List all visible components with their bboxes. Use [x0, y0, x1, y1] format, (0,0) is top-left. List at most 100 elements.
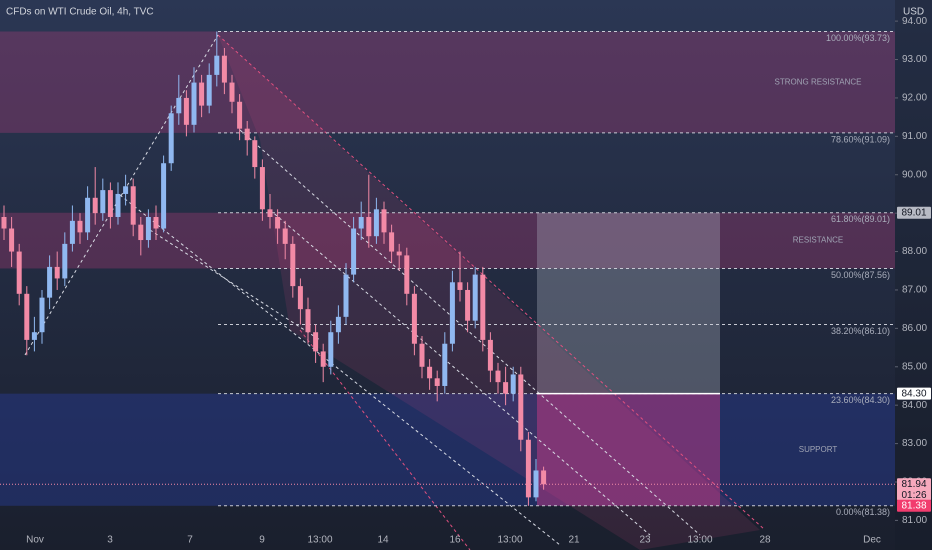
candle-body [404, 255, 410, 294]
candle-body [130, 186, 136, 225]
candle-body [389, 232, 395, 252]
candle-body [503, 382, 509, 394]
candle-body [221, 55, 227, 83]
candle-body [290, 243, 296, 287]
candle-body [343, 274, 349, 317]
candle-body [145, 216, 151, 241]
x-tick-label: 28 [759, 535, 771, 546]
price-tag [897, 387, 931, 400]
candle-body [449, 282, 455, 344]
candle-body [1, 216, 7, 229]
candle-body [434, 378, 440, 386]
candle-body [396, 251, 402, 256]
candle-body [115, 193, 121, 217]
candle-body [427, 366, 433, 379]
candle-body [373, 209, 379, 237]
price-tag-label: 81.94 [901, 479, 926, 490]
candle-body [510, 374, 516, 394]
candle-body [77, 220, 83, 233]
projection-box [537, 393, 720, 506]
candle-body [229, 82, 235, 102]
candle-body [533, 470, 539, 498]
x-tick-label: 13:00 [687, 535, 712, 546]
candle-body [16, 251, 22, 294]
candle-body [54, 266, 60, 279]
candle-body [161, 163, 167, 229]
candle-body [411, 293, 417, 344]
currency: USD [903, 7, 924, 18]
candle-body [313, 332, 319, 352]
y-tick-label: 86.00 [902, 323, 927, 334]
candle-body [47, 266, 53, 298]
candle-body [328, 332, 334, 367]
candle-body [275, 216, 281, 229]
fib-label: 23.60%(84.30) [831, 395, 890, 405]
candle-body [518, 374, 524, 440]
fib-label: 100.00%(93.73) [826, 33, 890, 43]
projection-box [537, 212, 720, 394]
x-tick-label: 9 [259, 535, 265, 546]
y-tick-label: 88.00 [902, 246, 927, 257]
trend-line [24, 34, 219, 356]
candle-body [85, 197, 91, 233]
candle-body [206, 74, 212, 106]
candle-body [107, 190, 113, 217]
candle-body [100, 190, 106, 214]
x-tick-label: 13:00 [497, 535, 522, 546]
zone-label: SUPPORT [799, 445, 838, 454]
price-tag-label: 84.30 [901, 388, 926, 399]
chart-title: CFDs on WTI Crude Oil, 4h, TVC [6, 7, 154, 18]
candle-body [153, 216, 159, 229]
fib-label: 78.60%(91.09) [831, 134, 890, 144]
candle-body [199, 82, 205, 106]
x-tick-label: 16 [449, 535, 461, 546]
channel-line [299, 329, 471, 550]
candle-body [442, 343, 448, 386]
candle-body [297, 286, 303, 310]
candle-body [24, 293, 30, 340]
candle-body [168, 113, 174, 164]
candle-body [381, 209, 387, 233]
candle-body [366, 216, 372, 237]
countdown: 01:26 [901, 490, 926, 501]
candle-body [214, 55, 220, 75]
candle-body [282, 228, 288, 244]
candle-body [487, 339, 493, 371]
x-tick-label: 21 [568, 535, 580, 546]
price-tag [897, 206, 931, 219]
candle-body [92, 197, 98, 214]
candle-body [9, 228, 15, 252]
y-tick-label: 85.00 [902, 361, 927, 372]
price-tag-label: 89.01 [901, 207, 926, 218]
candle-body [62, 243, 68, 279]
candle-body [237, 101, 243, 129]
candle-body [419, 343, 425, 367]
candle-body [138, 224, 144, 241]
candle-body [320, 351, 326, 367]
price-tag [897, 499, 931, 512]
x-tick-label: 3 [107, 535, 113, 546]
trend-line [149, 229, 321, 341]
candle-body [480, 274, 486, 340]
y-tick-label: 87.00 [902, 285, 927, 296]
x-tick-label: 13:00 [307, 535, 332, 546]
candle-body [259, 167, 265, 210]
candle-body [305, 309, 311, 333]
channel-line [217, 34, 766, 531]
x-tick-label: Dec [863, 535, 881, 546]
candle-body [252, 140, 258, 168]
candle-body [495, 370, 501, 383]
candle-body [541, 470, 547, 485]
fib-label: 50.00%(87.56) [831, 270, 890, 280]
y-tick-label: 90.00 [902, 169, 927, 180]
candle-body [244, 128, 250, 141]
zone-label: STRONG RESISTANCE [775, 77, 862, 86]
candle-body [267, 209, 273, 217]
price-tag-label: 81.38 [901, 500, 926, 511]
candle-body [176, 97, 182, 114]
candle-body [31, 332, 37, 340]
trend-line [119, 194, 561, 546]
y-tick-label: 93.00 [902, 54, 927, 65]
